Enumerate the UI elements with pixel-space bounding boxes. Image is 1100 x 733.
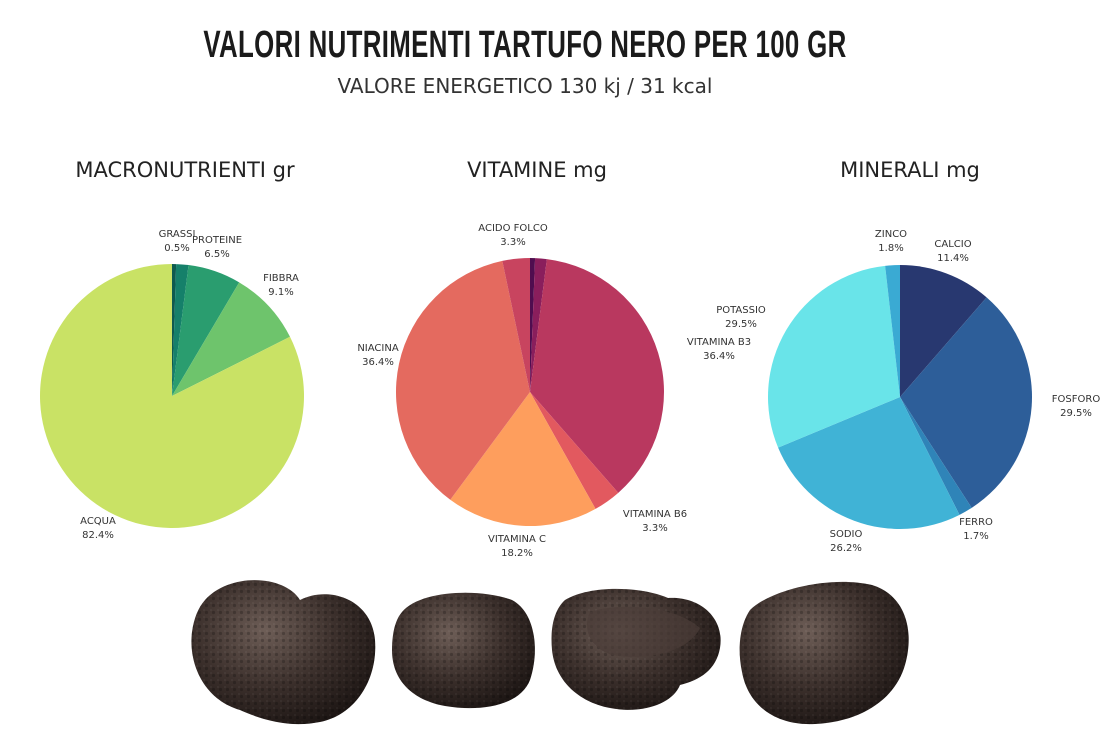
minerali-pie: CALCIO 11.4% FOSFORO 29.5% FERRO 1.7% SODIO 26.… (716, 229, 1100, 554)
slice-value-vitamina-b6: 3.3% (642, 523, 667, 534)
slice-value-proteine: 6.5% (204, 249, 229, 260)
slice-label-fibbra: FIBBRA (263, 273, 299, 284)
slice-label-vitamina-b3: VITAMINA B3 (687, 337, 751, 348)
pie-slice-niacina (395, 260, 530, 500)
slice-label-sodio: SODIO (830, 529, 863, 540)
slice-value-zinco: 1.8% (878, 243, 903, 254)
pie-slice-fosforo (900, 297, 1032, 508)
page-subtitle: VALORE ENERGETICO 130 kj / 31 kcal (337, 74, 713, 98)
slice-label-fosforo: FOSFORO (1052, 394, 1100, 405)
pie-slice-vitamina-b3 (530, 259, 664, 493)
slice-label-niacina: NIACINA (357, 343, 399, 354)
black-truffle-icon (191, 580, 376, 725)
slice-value-calcio: 11.4% (937, 253, 969, 264)
slice-label-ferro: FERRO (959, 517, 993, 528)
slice-value-niacina: 36.4% (362, 357, 394, 368)
slice-value-vitamina-b3: 36.4% (703, 351, 735, 362)
slice-value-potassio: 29.5% (725, 319, 757, 330)
macronutrienti-pie: GRASSI 0.5%PROTEINE 6.5% FIBBRA 9.1% ACQUA 82.… (40, 229, 305, 541)
slice-label-acido-folco: ACIDO FOLCO (478, 223, 548, 234)
pie-slice-acqua (40, 264, 305, 529)
minerali-title: MINERALI mg (840, 158, 980, 182)
pie-slice-grassi (172, 264, 177, 396)
slice-label-acqua: ACQUA (80, 516, 116, 527)
pie-slice-potassio (768, 265, 900, 448)
page-title: VALORI NUTRIMENTI TARTUFO NERO PER 100 G… (203, 24, 847, 66)
slice-value-sodio: 26.2% (830, 543, 862, 554)
pie-slice-ferro (900, 397, 972, 515)
pie-slice-vitamina-b6 (530, 392, 619, 509)
slice-label-proteine: PROTEINE (192, 235, 242, 246)
pie-slice-vitamina-c (450, 392, 596, 526)
slice-value-acido-folco: 3.3% (500, 237, 525, 248)
pie-slice-acido-folco (502, 258, 530, 392)
slice-value-ferro: 1.7% (963, 531, 988, 542)
slice-value-vitamina-c: 18.2% (501, 548, 533, 559)
slice-value-fosforo: 29.5% (1060, 408, 1092, 419)
slice-label-potassio: POTASSIO (716, 305, 766, 316)
slice-label-vitamina-c: VITAMINA C (488, 534, 546, 545)
slice-value-acqua: 82.4% (82, 530, 114, 541)
pie-slice-calcio (900, 265, 987, 397)
black-truffle-icon (551, 588, 721, 710)
slice-label-calcio: CALCIO (934, 239, 971, 250)
pie-slice-sodio (778, 397, 960, 529)
slice-value-fibbra: 9.1% (268, 287, 293, 298)
slice-value-grassi: 0.5% (164, 243, 189, 254)
pie-slice-zinco (885, 265, 900, 397)
slice-label-grassi: GRASSI (159, 229, 196, 240)
slice-label-vitamina-b6: VITAMINA B6 (623, 509, 687, 520)
pie-slice-proteine (172, 265, 240, 396)
black-truffle-icon (739, 581, 909, 725)
pie-slice-unlabeled-0 (530, 258, 536, 392)
vitamine-pie: VITAMINA B3 36.4% VITAMINA B6 3.3% VITAMINA … (357, 223, 751, 559)
pie-slice-unlabeled-1 (530, 258, 547, 392)
vitamine-title: VITAMINE mg (467, 158, 607, 182)
slice-label-zinco: ZINCO (875, 229, 907, 240)
black-truffle-icon (392, 592, 535, 709)
pie-slice-unlabeled-1 (172, 264, 189, 396)
macronutrienti-title: MACRONUTRIENTI gr (75, 158, 295, 182)
pie-slice-fibbra (172, 282, 290, 396)
